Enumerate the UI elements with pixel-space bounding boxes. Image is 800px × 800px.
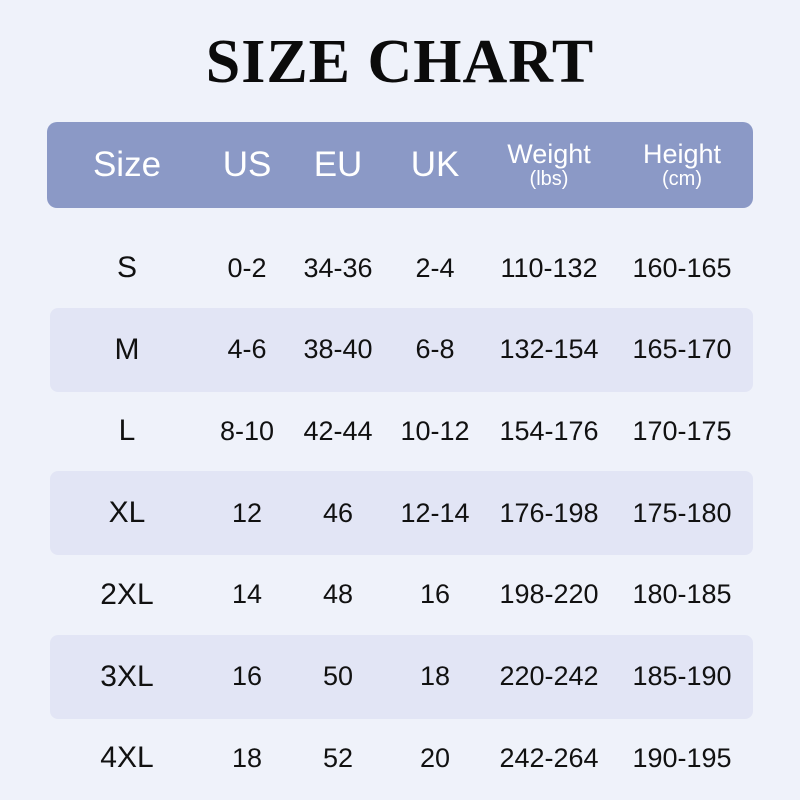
- table-cell-eu: 46: [322, 497, 354, 528]
- table-cell-size: L: [118, 414, 136, 448]
- table-cell-us: 8-10: [219, 415, 275, 446]
- table-cell-eu: 52: [322, 742, 354, 773]
- table-row: M 4-6 38-40 6-8 132-154 165-170: [50, 307, 753, 392]
- column-header-height: Height (cm): [617, 122, 747, 208]
- column-label: UK: [410, 145, 460, 184]
- column-header-weight: Weight (lbs): [484, 122, 614, 208]
- column-unit: (lbs): [529, 168, 569, 190]
- column-header-size: Size: [62, 122, 192, 208]
- table-cell-uk: 16: [419, 579, 451, 610]
- table-row: XL 12 46 12-14 176-198 175-180: [50, 471, 753, 556]
- table-cell-uk: 12-14: [400, 497, 470, 528]
- table-cell-size: XL: [108, 496, 146, 530]
- table-cell-us: 4-6: [227, 334, 267, 365]
- table-row: S 0-2 34-36 2-4 110-132 160-165: [50, 226, 753, 310]
- page-title: SIZE CHART: [205, 28, 595, 96]
- table-cell-size: 2XL: [100, 577, 154, 611]
- table-cell-eu: 48: [322, 579, 354, 610]
- table-cell-us: 12: [231, 497, 263, 528]
- table-cell-uk: 6-8: [415, 334, 455, 365]
- table-cell-us: 18: [231, 742, 263, 773]
- table-header: Size US EU UK Weight (lbs) Height (cm): [47, 122, 753, 208]
- table-cell-weight: 110-132: [500, 252, 598, 283]
- table-cell-height: 175-180: [632, 497, 732, 528]
- column-unit: (cm): [662, 168, 702, 190]
- table-row: L 8-10 42-44 10-12 154-176 170-175: [50, 389, 753, 473]
- column-header-uk: UK: [370, 122, 500, 208]
- column-label: US: [222, 145, 272, 184]
- table-cell-height: 170-175: [632, 415, 732, 446]
- column-label: Size: [92, 145, 162, 184]
- table-cell-weight: 132-154: [499, 334, 599, 365]
- table-cell-us: 16: [231, 661, 263, 691]
- table-cell-weight: 176-198: [499, 497, 599, 528]
- table-cell-height: 165-170: [632, 334, 732, 365]
- table-cell-height: 160-165: [632, 252, 732, 283]
- table-cell-weight: 198-220: [499, 579, 599, 610]
- table-cell-uk: 2-4: [415, 252, 455, 283]
- table-cell-uk: 18: [419, 661, 451, 691]
- table-cell-eu: 38-40: [303, 334, 373, 365]
- table-row: 3XL 16 50 18 220-242 185-190: [50, 634, 753, 719]
- table-cell-height: 185-190: [632, 661, 732, 691]
- table-cell-height: 190-195: [632, 742, 732, 773]
- column-label: EU: [313, 145, 363, 184]
- table-cell-uk: 10-12: [400, 415, 470, 446]
- table-cell-us: 14: [231, 579, 263, 610]
- table-cell-size: 3XL: [100, 659, 154, 693]
- table-cell-weight: 154-176: [499, 415, 599, 446]
- table-cell-size: M: [114, 332, 140, 366]
- column-label: Weight: [507, 139, 591, 169]
- table-cell-eu: 34-36: [303, 252, 373, 283]
- column-label: Height: [642, 139, 722, 169]
- column-header-eu: EU: [273, 122, 403, 208]
- table-cell-weight: 220-242: [499, 661, 599, 691]
- table-cell-eu: 50: [322, 661, 354, 691]
- column-header-us: US: [182, 122, 312, 208]
- table-row: 4XL 18 52 20 242-264 190-195: [50, 716, 753, 800]
- table-cell-height: 180-185: [632, 579, 732, 610]
- table-cell-size: 4XL: [100, 741, 154, 775]
- table-cell-eu: 42-44: [303, 415, 373, 446]
- table-cell-size: S: [116, 251, 137, 284]
- table-cell-weight: 242-264: [499, 742, 599, 773]
- table-row: 2XL 14 48 16 198-220 180-185: [50, 553, 753, 637]
- table-cell-uk: 20: [419, 742, 451, 773]
- table-cell-us: 0-2: [227, 252, 267, 283]
